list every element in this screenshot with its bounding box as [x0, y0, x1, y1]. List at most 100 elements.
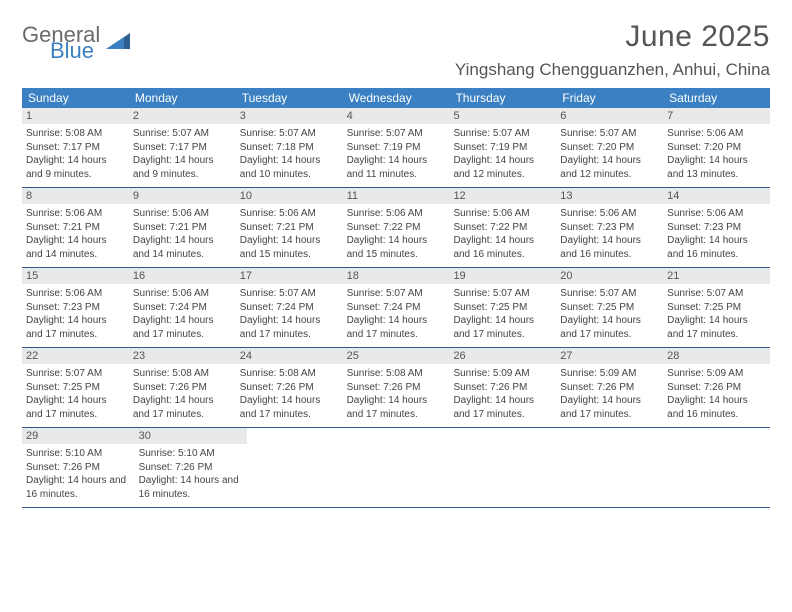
- day-number: 23: [129, 348, 236, 364]
- daylight-line: Daylight: 14 hours and 14 minutes.: [26, 234, 125, 261]
- day-cell: 24 Sunrise: 5:08 AMSunset: 7:26 PMDayligh…: [236, 348, 343, 427]
- day-number: 3: [236, 108, 343, 124]
- week-row: 8Sunrise: 5:06 AMSunset: 7:21 PMDaylight…: [22, 188, 770, 268]
- day-number: 25: [343, 348, 450, 364]
- day-info: Sunrise: 5:07 AMSunset: 7:25 PMDaylight:…: [26, 367, 125, 421]
- day-number: 17: [236, 268, 343, 284]
- sunset-line: Sunset: 7:23 PM: [26, 301, 125, 315]
- day-number: 18: [343, 268, 450, 284]
- weekday-saturday: Saturday: [663, 88, 770, 108]
- sunset-line: Sunset: 7:19 PM: [453, 141, 552, 155]
- day-info: Sunrise: 5:06 AMSunset: 7:21 PMDaylight:…: [133, 207, 232, 261]
- day-number: 10: [236, 188, 343, 204]
- daylight-line: Daylight: 14 hours and 12 minutes.: [560, 154, 659, 181]
- day-cell: 7Sunrise: 5:06 AMSunset: 7:20 PMDaylight…: [663, 108, 770, 187]
- daylight-line: Daylight: 14 hours and 16 minutes.: [560, 234, 659, 261]
- day-info: Sunrise: 5:09 AMSunset: 7:26 PMDaylight:…: [560, 367, 659, 421]
- day-number: 22: [22, 348, 129, 364]
- sunset-line: Sunset: 7:20 PM: [560, 141, 659, 155]
- daylight-line: Daylight: 14 hours and 17 minutes.: [560, 394, 659, 421]
- sunset-line: Sunset: 7:21 PM: [133, 221, 232, 235]
- sunrise-line: Sunrise: 5:08 AM: [26, 127, 125, 141]
- daylight-line: Daylight: 14 hours and 17 minutes.: [347, 314, 446, 341]
- sunrise-line: Sunrise: 5:10 AM: [139, 447, 244, 461]
- week-row: 22 Sunrise: 5:07 AMSunset: 7:25 PMDayligh…: [22, 348, 770, 428]
- day-info: Sunrise: 5:06 AMSunset: 7:22 PMDaylight:…: [347, 207, 446, 261]
- sunrise-line: Sunrise: 5:07 AM: [240, 127, 339, 141]
- day-info: Sunrise: 5:09 AMSunset: 7:26 PMDaylight:…: [667, 367, 766, 421]
- daylight-line: Daylight: 14 hours and 16 minutes.: [667, 234, 766, 261]
- sunrise-line: Sunrise: 5:07 AM: [560, 287, 659, 301]
- day-number: 7: [663, 108, 770, 124]
- day-number: 13: [556, 188, 663, 204]
- day-info: Sunrise: 5:06 AMSunset: 7:21 PMDaylight:…: [240, 207, 339, 261]
- day-number: 11: [343, 188, 450, 204]
- daylight-line: Daylight: 14 hours and 9 minutes.: [133, 154, 232, 181]
- day-info: Sunrise: 5:07 AMSunset: 7:19 PMDaylight:…: [347, 127, 446, 181]
- day-info: Sunrise: 5:06 AMSunset: 7:23 PMDaylight:…: [560, 207, 659, 261]
- day-cell: 12Sunrise: 5:06 AMSunset: 7:22 PMDayligh…: [449, 188, 556, 267]
- sunset-line: Sunset: 7:17 PM: [26, 141, 125, 155]
- daylight-line: Daylight: 14 hours and 17 minutes.: [667, 314, 766, 341]
- daylight-line: Daylight: 14 hours and 16 minutes.: [26, 474, 131, 501]
- daylight-line: Daylight: 14 hours and 17 minutes.: [560, 314, 659, 341]
- sunrise-line: Sunrise: 5:06 AM: [667, 127, 766, 141]
- sunrise-line: Sunrise: 5:06 AM: [133, 287, 232, 301]
- day-number: 21: [663, 268, 770, 284]
- daylight-line: Daylight: 14 hours and 13 minutes.: [667, 154, 766, 181]
- day-info: Sunrise: 5:07 AMSunset: 7:17 PMDaylight:…: [133, 127, 232, 181]
- week-row: 15Sunrise: 5:06 AMSunset: 7:23 PMDayligh…: [22, 268, 770, 348]
- day-cell: 13 Sunrise: 5:06 AMSunset: 7:23 PMDayligh…: [556, 188, 663, 267]
- day-cell: 28Sunrise: 5:09 AMSunset: 7:26 PMDayligh…: [663, 348, 770, 427]
- daylight-line: Daylight: 14 hours and 17 minutes.: [240, 314, 339, 341]
- sunset-line: Sunset: 7:25 PM: [26, 381, 125, 395]
- daylight-line: Daylight: 14 hours and 17 minutes.: [26, 314, 125, 341]
- daylight-line: Daylight: 14 hours and 17 minutes.: [26, 394, 125, 421]
- day-cell: 18Sunrise: 5:07 AMSunset: 7:24 PMDayligh…: [343, 268, 450, 347]
- week-row: 1Sunrise: 5:08 AMSunset: 7:17 PMDaylight…: [22, 108, 770, 188]
- sunset-line: Sunset: 7:24 PM: [133, 301, 232, 315]
- sunset-line: Sunset: 7:21 PM: [26, 221, 125, 235]
- sunrise-line: Sunrise: 5:06 AM: [667, 207, 766, 221]
- daylight-line: Daylight: 14 hours and 17 minutes.: [240, 394, 339, 421]
- empty-day-cell: [352, 428, 457, 507]
- day-cell: 30Sunrise: 5:10 AMSunset: 7:26 PMDayligh…: [135, 428, 248, 507]
- day-info: Sunrise: 5:06 AMSunset: 7:21 PMDaylight:…: [26, 207, 125, 261]
- day-info: Sunrise: 5:07 AMSunset: 7:24 PMDaylight:…: [240, 287, 339, 341]
- day-cell: 11 Sunrise: 5:06 AMSunset: 7:22 PMDayligh…: [343, 188, 450, 267]
- sunrise-line: Sunrise: 5:07 AM: [347, 287, 446, 301]
- daylight-line: Daylight: 14 hours and 16 minutes.: [667, 394, 766, 421]
- day-cell: 23Sunrise: 5:08 AMSunset: 7:26 PMDayligh…: [129, 348, 236, 427]
- sunrise-line: Sunrise: 5:06 AM: [560, 207, 659, 221]
- sunset-line: Sunset: 7:19 PM: [347, 141, 446, 155]
- sunrise-line: Sunrise: 5:06 AM: [347, 207, 446, 221]
- day-info: Sunrise: 5:06 AMSunset: 7:22 PMDaylight:…: [453, 207, 552, 261]
- day-cell: 2Sunrise: 5:07 AMSunset: 7:17 PMDaylight…: [129, 108, 236, 187]
- sunrise-line: Sunrise: 5:07 AM: [347, 127, 446, 141]
- sunset-line: Sunset: 7:26 PM: [133, 381, 232, 395]
- day-cell: 25Sunrise: 5:08 AMSunset: 7:26 PMDayligh…: [343, 348, 450, 427]
- sunset-line: Sunset: 7:26 PM: [453, 381, 552, 395]
- day-cell: 10 Sunrise: 5:06 AMSunset: 7:21 PMDayligh…: [236, 188, 343, 267]
- brand-triangle-icon: [106, 31, 132, 56]
- empty-day-cell: [561, 428, 666, 507]
- day-info: Sunrise: 5:08 AMSunset: 7:26 PMDaylight:…: [240, 367, 339, 421]
- sunrise-line: Sunrise: 5:07 AM: [667, 287, 766, 301]
- day-cell: 27Sunrise: 5:09 AMSunset: 7:26 PMDayligh…: [556, 348, 663, 427]
- sunset-line: Sunset: 7:26 PM: [26, 461, 131, 475]
- day-number: 24: [236, 348, 343, 364]
- day-number: 1: [22, 108, 129, 124]
- empty-day-cell: [665, 428, 770, 507]
- day-number: 29: [22, 428, 135, 444]
- sunrise-line: Sunrise: 5:08 AM: [133, 367, 232, 381]
- daylight-line: Daylight: 14 hours and 10 minutes.: [240, 154, 339, 181]
- empty-day-cell: [247, 428, 352, 507]
- sunrise-line: Sunrise: 5:07 AM: [560, 127, 659, 141]
- brand-line2: Blue: [50, 40, 100, 62]
- day-info: Sunrise: 5:07 AMSunset: 7:25 PMDaylight:…: [453, 287, 552, 341]
- sunset-line: Sunset: 7:17 PM: [133, 141, 232, 155]
- calendar-grid: SundayMondayTuesdayWednesdayThursdayFrid…: [22, 88, 770, 508]
- daylight-line: Daylight: 14 hours and 16 minutes.: [139, 474, 244, 501]
- sunset-line: Sunset: 7:21 PM: [240, 221, 339, 235]
- day-info: Sunrise: 5:07 AMSunset: 7:19 PMDaylight:…: [453, 127, 552, 181]
